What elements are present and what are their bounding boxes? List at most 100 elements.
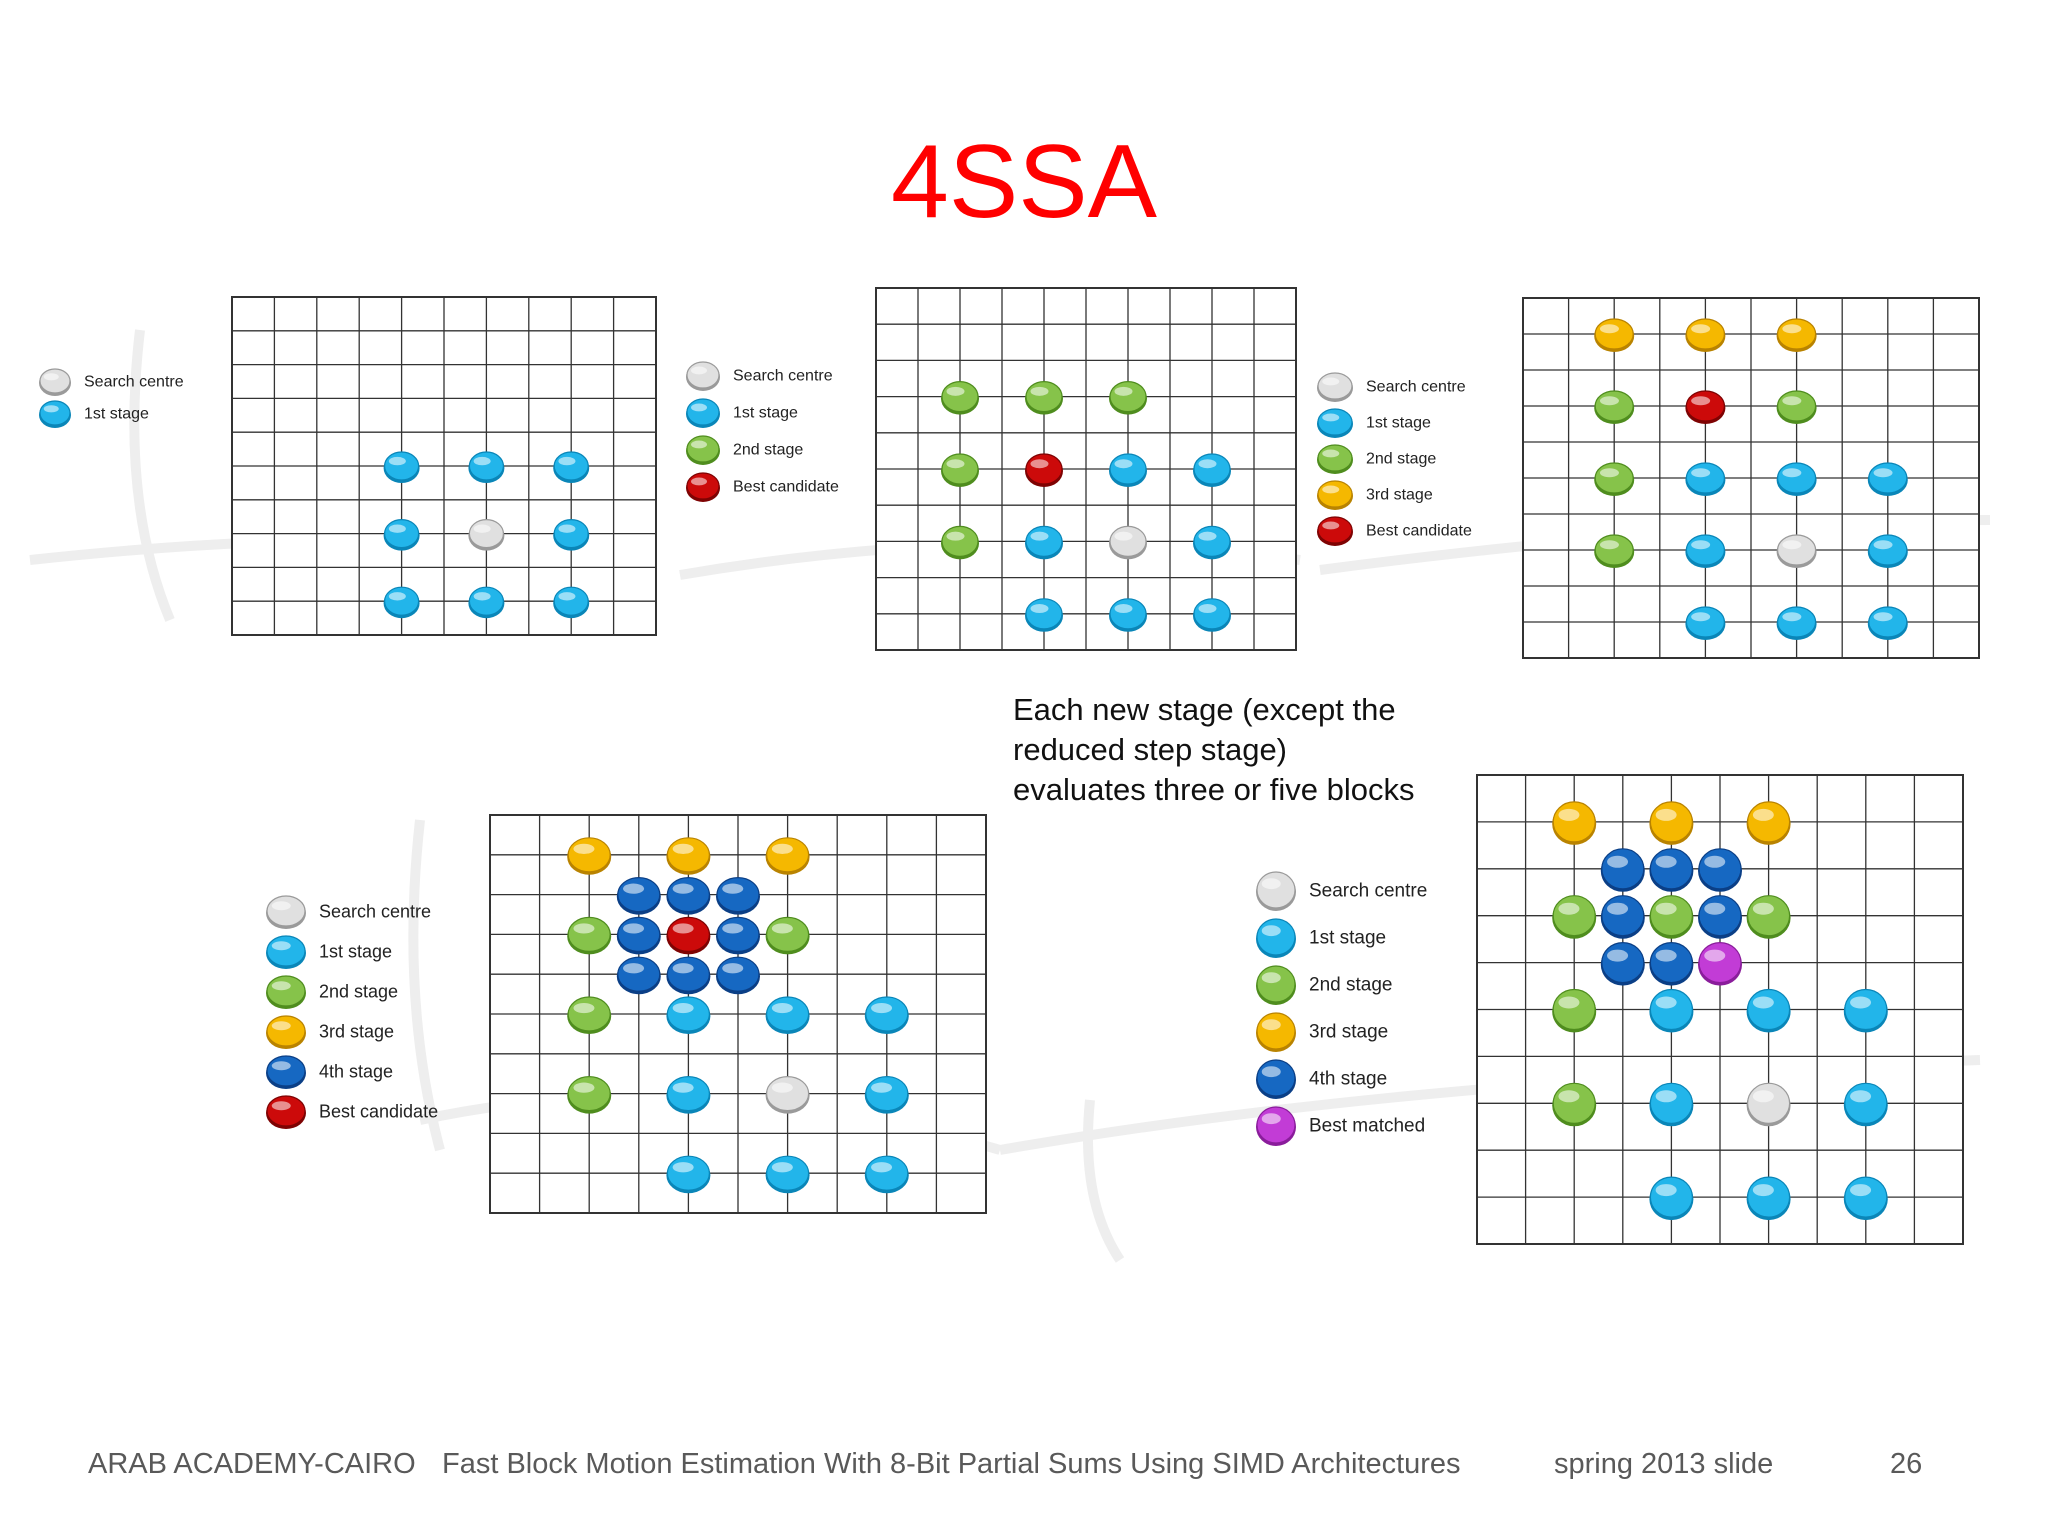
point-stage1 <box>1867 462 1908 496</box>
point-stage1 <box>1649 1176 1694 1221</box>
footer-term: spring 2013 slide <box>1554 1448 1774 1480</box>
point-stage1 <box>1025 525 1063 560</box>
point-stage1 <box>666 1155 711 1194</box>
legend-label: Search centre <box>733 368 833 385</box>
legend-label: Best candidate <box>319 1101 438 1121</box>
point-stage3 <box>1594 318 1635 352</box>
point-best-candidate <box>666 916 711 955</box>
legend-swatch-search-centre <box>686 361 720 391</box>
point-stage1 <box>1025 598 1063 632</box>
legend-label: Search centre <box>84 374 184 391</box>
point-stage1 <box>1843 1082 1888 1127</box>
point-stage1 <box>1843 988 1888 1033</box>
point-stage1 <box>864 1075 909 1114</box>
point-stage2 <box>1552 895 1597 939</box>
point-stage2 <box>1552 1082 1597 1127</box>
point-stage4 <box>616 916 661 955</box>
point-stage2 <box>1776 390 1817 424</box>
search-grid <box>1522 297 1980 659</box>
legend-swatch-stage2 <box>686 435 720 465</box>
point-stage1 <box>1776 462 1817 496</box>
point-best-matched <box>1698 941 1742 986</box>
point-stage1 <box>468 586 505 619</box>
point-stage2 <box>941 453 979 487</box>
panel-stage-4: Search centre 1st stage 2nd stage 3rd stage… <box>266 814 987 1214</box>
point-stage1 <box>383 586 420 619</box>
panel-stage-1: Search centre 1st stage <box>39 296 657 636</box>
point-stage2 <box>567 916 612 955</box>
point-stage3 <box>1746 801 1791 845</box>
point-stage1 <box>666 1075 711 1114</box>
legend-label: Search centre <box>1366 379 1466 396</box>
legend-swatch-search-centre <box>1256 871 1296 911</box>
footer-institution: ARAB ACADEMY-CAIRO <box>88 1448 416 1480</box>
point-stage3 <box>1552 801 1597 845</box>
point-stage4 <box>1698 895 1742 939</box>
point-stage4 <box>716 956 760 995</box>
point-stage1 <box>1193 525 1231 560</box>
point-stage4 <box>716 916 760 955</box>
point-stage2 <box>1109 381 1147 415</box>
point-stage4 <box>666 876 711 915</box>
point-stage2 <box>1594 534 1635 568</box>
point-stage1 <box>765 996 810 1034</box>
legend-label: 4th stage <box>319 1061 393 1081</box>
legend-swatch-search-centre <box>1317 372 1353 402</box>
point-stage2 <box>1649 895 1694 939</box>
legend-swatch-stage2 <box>266 975 306 1009</box>
point-best-candidate <box>1025 453 1063 487</box>
point-stage1 <box>1649 1082 1694 1127</box>
point-stage3 <box>1685 318 1726 352</box>
point-best-candidate <box>1685 390 1726 424</box>
point-stage1 <box>1746 1176 1791 1221</box>
legend-label: Search centre <box>319 901 431 921</box>
point-stage4 <box>1649 848 1694 892</box>
point-stage1 <box>1867 534 1908 568</box>
point-stage2 <box>567 1075 612 1114</box>
footer-paper-title: Fast Block Motion Estimation With 8-Bit … <box>442 1448 1461 1480</box>
legend-label: Search centre <box>1309 881 1427 902</box>
point-stage4 <box>1649 941 1694 986</box>
legend: Search centre 1st stage 2nd stage Best cand… <box>686 361 839 502</box>
legend-label: 2nd stage <box>1309 975 1392 996</box>
legend-swatch-stage3 <box>1256 1012 1296 1052</box>
point-stage3 <box>666 837 711 875</box>
point-stage1 <box>765 1155 810 1194</box>
point-search-centre <box>765 1075 810 1114</box>
legend-swatch-best-matched <box>1256 1106 1296 1146</box>
legend-label: 1st stage <box>84 406 149 423</box>
point-search-centre <box>1776 534 1817 568</box>
legend-swatch-stage3 <box>1317 480 1353 510</box>
note-line: reduced step stage) <box>1013 732 1288 767</box>
point-stage3 <box>567 837 612 875</box>
point-stage2 <box>1552 988 1597 1033</box>
legend-swatch-search-centre <box>39 368 71 396</box>
legend-swatch-search-centre <box>266 895 306 929</box>
legend: Search centre 1st stage <box>39 368 184 428</box>
legend-label: 3rd stage <box>1309 1022 1388 1043</box>
panel-stage-3: Search centre 1st stage 2nd stage 3rd stage… <box>1317 297 1980 659</box>
legend-label: 1st stage <box>733 405 798 422</box>
point-stage4 <box>1698 848 1742 892</box>
point-stage1 <box>1649 988 1694 1033</box>
legend: Search centre 1st stage 2nd stage 3rd stage… <box>1317 372 1472 546</box>
point-stage1 <box>1685 534 1726 568</box>
footer-page-number: 26 <box>1890 1448 1923 1480</box>
point-stage4 <box>616 876 661 915</box>
legend-label: 2nd stage <box>733 442 803 459</box>
legend-swatch-stage1 <box>686 398 720 428</box>
point-stage4 <box>1600 895 1645 939</box>
point-stage1 <box>1109 453 1147 487</box>
legend-label: 4th stage <box>1309 1069 1387 1090</box>
point-stage1 <box>1193 598 1231 632</box>
legend-swatch-stage1 <box>1256 918 1296 958</box>
point-stage1 <box>1746 988 1791 1033</box>
legend-swatch-stage2 <box>1256 965 1296 1005</box>
point-stage1 <box>666 996 711 1034</box>
legend-swatch-stage4 <box>1256 1059 1296 1099</box>
note-line: evaluates three or five blocks <box>1013 772 1415 807</box>
point-stage1 <box>1109 598 1147 632</box>
point-stage1 <box>553 518 590 551</box>
legend: Search centre 1st stage 2nd stage 3rd stage… <box>1256 871 1427 1146</box>
